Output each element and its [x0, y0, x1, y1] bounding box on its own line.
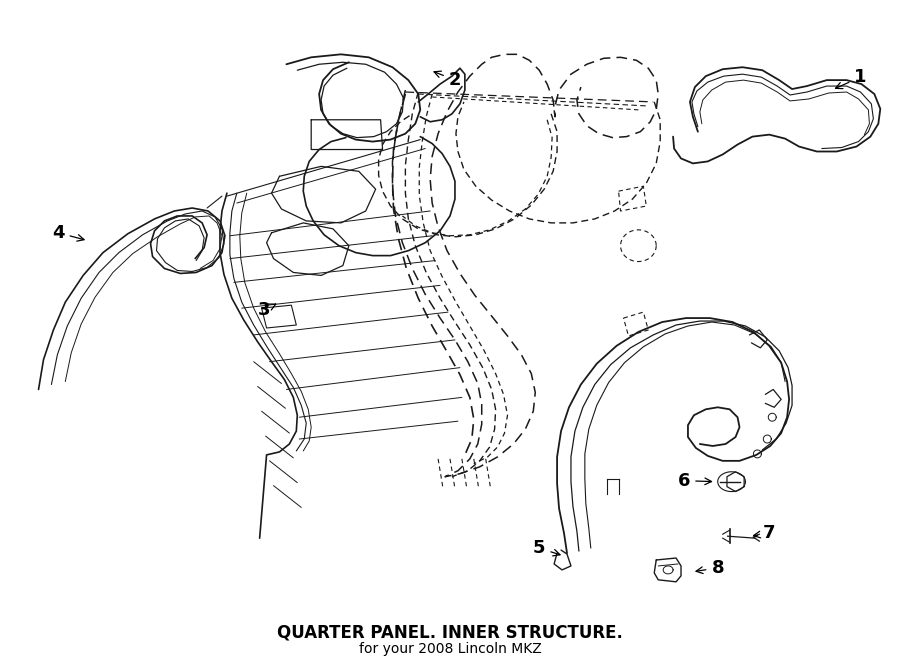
Text: 2: 2 [434, 71, 461, 89]
Text: 8: 8 [696, 559, 724, 577]
Text: 6: 6 [678, 472, 712, 490]
Text: QUARTER PANEL. INNER STRUCTURE.: QUARTER PANEL. INNER STRUCTURE. [277, 623, 623, 641]
Text: 3: 3 [257, 301, 275, 319]
Text: 1: 1 [835, 68, 867, 89]
Text: 5: 5 [533, 539, 560, 557]
Text: 4: 4 [52, 224, 84, 242]
Text: 7: 7 [753, 524, 776, 542]
Text: for your 2008 Lincoln MKZ: for your 2008 Lincoln MKZ [358, 642, 542, 656]
